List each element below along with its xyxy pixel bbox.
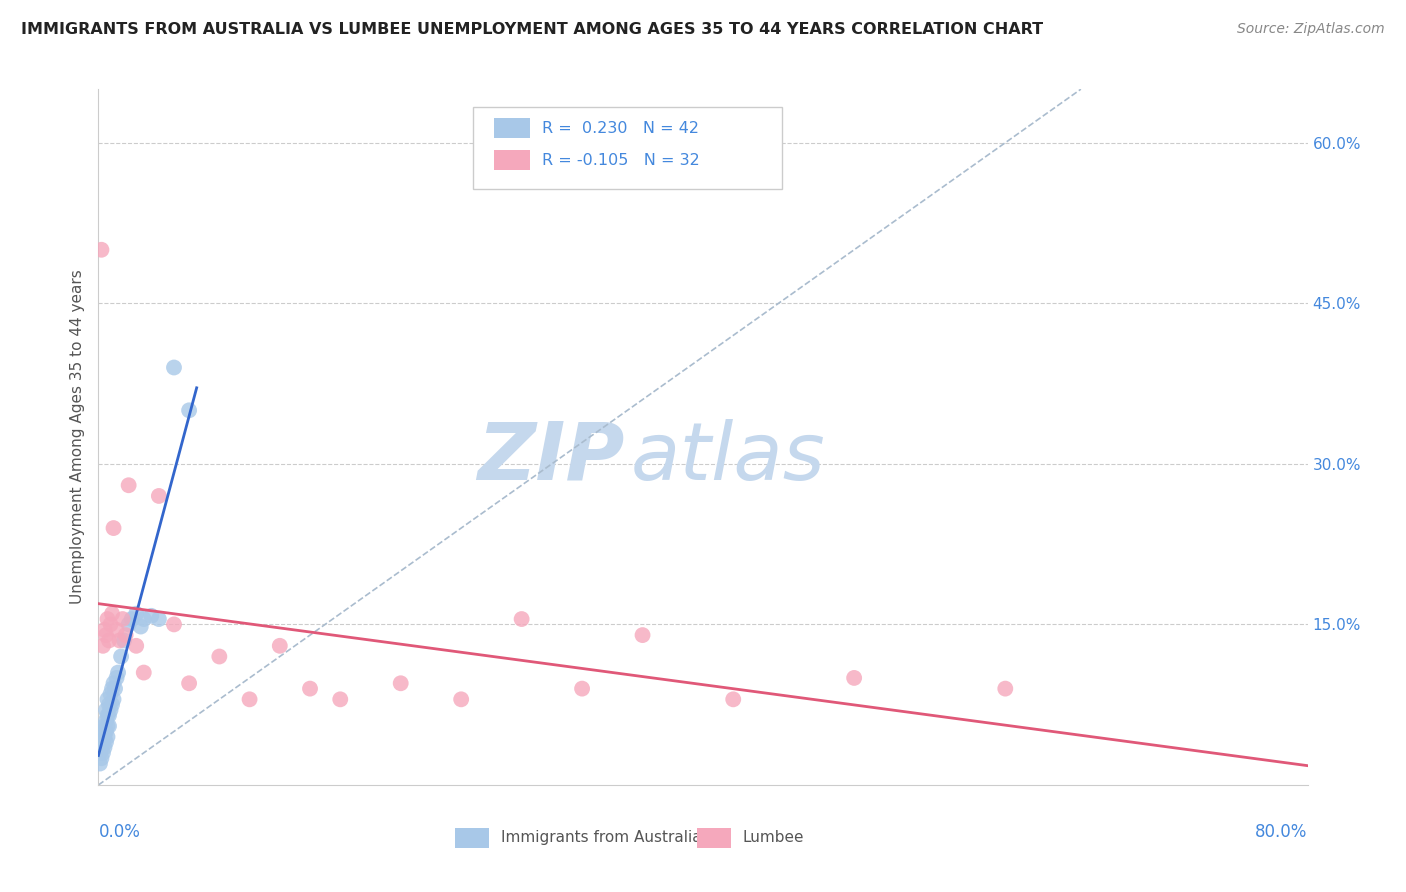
Point [510, 612, 533, 626]
Point [94, 724, 117, 739]
Point [96, 719, 118, 733]
Point [105, 623, 128, 637]
Point [844, 671, 866, 685]
Point [105, 671, 128, 685]
Point [132, 612, 155, 626]
Point [90, 751, 112, 765]
Point [91, 724, 114, 739]
Point [179, 676, 201, 690]
Point [239, 692, 262, 706]
Point [163, 617, 186, 632]
Point [98, 708, 121, 723]
Bar [494, 151, 530, 169]
Point [96, 612, 118, 626]
Point [118, 478, 141, 492]
Point [129, 619, 152, 633]
Point [103, 692, 125, 706]
Point [93, 730, 115, 744]
Point [148, 612, 170, 626]
Point [389, 676, 412, 690]
Point [96, 730, 118, 744]
Point [111, 612, 134, 626]
Point [89, 756, 111, 771]
Point [93, 740, 115, 755]
Point [98, 719, 121, 733]
Point [631, 628, 654, 642]
Text: 80.0%: 80.0% [1256, 823, 1308, 841]
Point [90, 740, 112, 755]
Point [148, 489, 170, 503]
Point [98, 633, 121, 648]
Point [299, 681, 322, 696]
Point [100, 687, 122, 701]
Point [96, 708, 118, 723]
Point [141, 608, 163, 623]
Text: R =  0.230   N = 42: R = 0.230 N = 42 [543, 120, 699, 136]
FancyBboxPatch shape [474, 106, 782, 189]
Point [89, 746, 111, 760]
Text: Lumbee: Lumbee [742, 830, 804, 846]
Point [104, 681, 127, 696]
Point [269, 639, 291, 653]
Text: 0.0%: 0.0% [98, 823, 141, 841]
Text: IMMIGRANTS FROM AUSTRALIA VS LUMBEE UNEMPLOYMENT AMONG AGES 35 TO 44 YEARS CORRE: IMMIGRANTS FROM AUSTRALIA VS LUMBEE UNEM… [21, 22, 1043, 37]
Point [118, 617, 141, 632]
Point [179, 403, 201, 417]
Point [101, 698, 124, 712]
Point [994, 681, 1017, 696]
Point [91, 639, 114, 653]
Text: Immigrants from Australia: Immigrants from Australia [501, 830, 702, 846]
Point [93, 623, 115, 637]
Point [450, 692, 472, 706]
Point [208, 649, 231, 664]
Point [110, 649, 132, 664]
Text: R = -0.105   N = 32: R = -0.105 N = 32 [543, 153, 700, 168]
Text: ZIP: ZIP [477, 419, 624, 497]
Point [101, 607, 124, 621]
Point [103, 521, 125, 535]
Text: Source: ZipAtlas.com: Source: ZipAtlas.com [1237, 22, 1385, 37]
Point [114, 628, 136, 642]
Point [163, 360, 186, 375]
Point [112, 633, 135, 648]
Point [723, 692, 745, 706]
Point [108, 633, 131, 648]
Point [329, 692, 352, 706]
Point [91, 746, 114, 760]
Point [125, 607, 148, 621]
Point [94, 703, 117, 717]
Point [100, 617, 122, 632]
Point [103, 676, 125, 690]
Point [90, 730, 112, 744]
Text: atlas: atlas [630, 419, 825, 497]
Point [94, 714, 117, 728]
Point [100, 703, 122, 717]
Point [107, 665, 129, 680]
Point [94, 735, 117, 749]
Bar [494, 119, 530, 138]
Point [93, 719, 115, 733]
Point [90, 243, 112, 257]
Bar [456, 828, 489, 847]
Point [91, 735, 114, 749]
Point [101, 681, 124, 696]
Y-axis label: Unemployment Among Ages 35 to 44 years: Unemployment Among Ages 35 to 44 years [69, 269, 84, 605]
Point [132, 665, 155, 680]
Bar [697, 828, 731, 847]
Point [96, 692, 118, 706]
Point [121, 612, 143, 626]
Point [125, 639, 148, 653]
Point [571, 681, 593, 696]
Point [98, 698, 121, 712]
Point [94, 628, 117, 642]
